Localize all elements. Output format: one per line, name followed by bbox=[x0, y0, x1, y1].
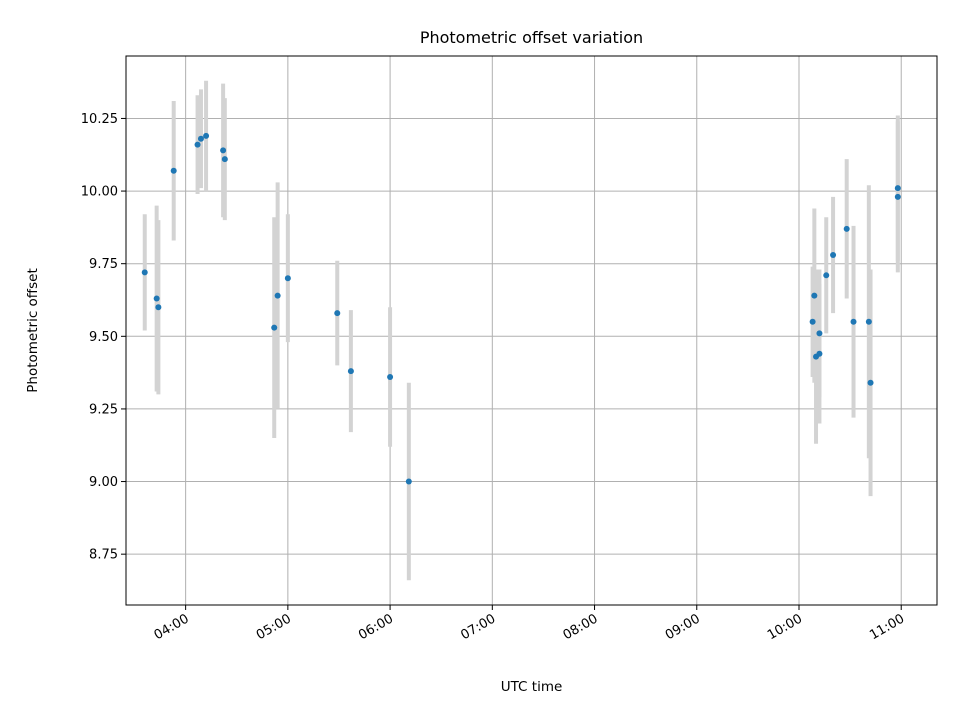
data-point bbox=[284, 275, 291, 282]
data-point bbox=[141, 269, 148, 276]
data-points bbox=[141, 132, 901, 485]
data-point bbox=[843, 225, 850, 232]
data-point bbox=[271, 324, 278, 331]
axis-ticks: 04:00 05:00 06:00 07:00 08:00 09:00 10:00 11:00… bbox=[81, 112, 907, 643]
x-tick-label: 04:00 bbox=[152, 611, 192, 643]
x-tick-label: 07:00 bbox=[458, 611, 498, 643]
data-point bbox=[830, 251, 837, 258]
y-tick-label: 9.50 bbox=[89, 330, 118, 345]
data-point bbox=[865, 318, 872, 325]
data-point bbox=[220, 147, 227, 154]
data-point bbox=[894, 193, 901, 200]
data-point bbox=[194, 141, 201, 148]
grid-lines bbox=[126, 56, 937, 605]
chart-title: Photometric offset variation bbox=[420, 28, 643, 47]
data-point bbox=[170, 167, 177, 174]
data-point bbox=[221, 156, 228, 163]
data-point bbox=[867, 379, 874, 386]
data-point bbox=[155, 304, 162, 311]
data-point bbox=[203, 132, 210, 139]
data-point bbox=[387, 373, 394, 380]
data-point bbox=[334, 310, 341, 317]
y-tick-label: 10.00 bbox=[81, 185, 118, 200]
y-tick-label: 8.75 bbox=[89, 548, 118, 563]
x-tick-label: 06:00 bbox=[356, 611, 396, 643]
y-tick-label: 10.25 bbox=[81, 112, 118, 127]
x-tick-label: 05:00 bbox=[254, 611, 294, 643]
y-tick-label: 9.75 bbox=[89, 257, 118, 272]
x-tick-label: 11:00 bbox=[867, 611, 907, 643]
data-point bbox=[274, 292, 281, 299]
plot-frame bbox=[125, 55, 938, 606]
data-point bbox=[811, 292, 818, 299]
y-tick-label: 9.25 bbox=[89, 402, 118, 417]
error-bars bbox=[142, 80, 900, 581]
data-point bbox=[816, 330, 823, 337]
x-tick-label: 09:00 bbox=[663, 611, 703, 643]
data-point bbox=[405, 478, 412, 485]
y-axis-label: Photometric offset bbox=[25, 268, 41, 392]
data-point bbox=[809, 318, 816, 325]
data-point bbox=[347, 368, 354, 375]
data-point bbox=[153, 295, 160, 302]
data-point bbox=[894, 185, 901, 192]
data-point bbox=[850, 318, 857, 325]
data-point bbox=[197, 135, 204, 142]
data-point bbox=[816, 350, 823, 357]
data-point bbox=[823, 272, 830, 279]
x-axis-label: UTC time bbox=[501, 679, 563, 695]
x-tick-label: 10:00 bbox=[765, 611, 805, 643]
x-tick-label: 08:00 bbox=[561, 611, 601, 643]
y-tick-label: 9.00 bbox=[89, 475, 118, 490]
